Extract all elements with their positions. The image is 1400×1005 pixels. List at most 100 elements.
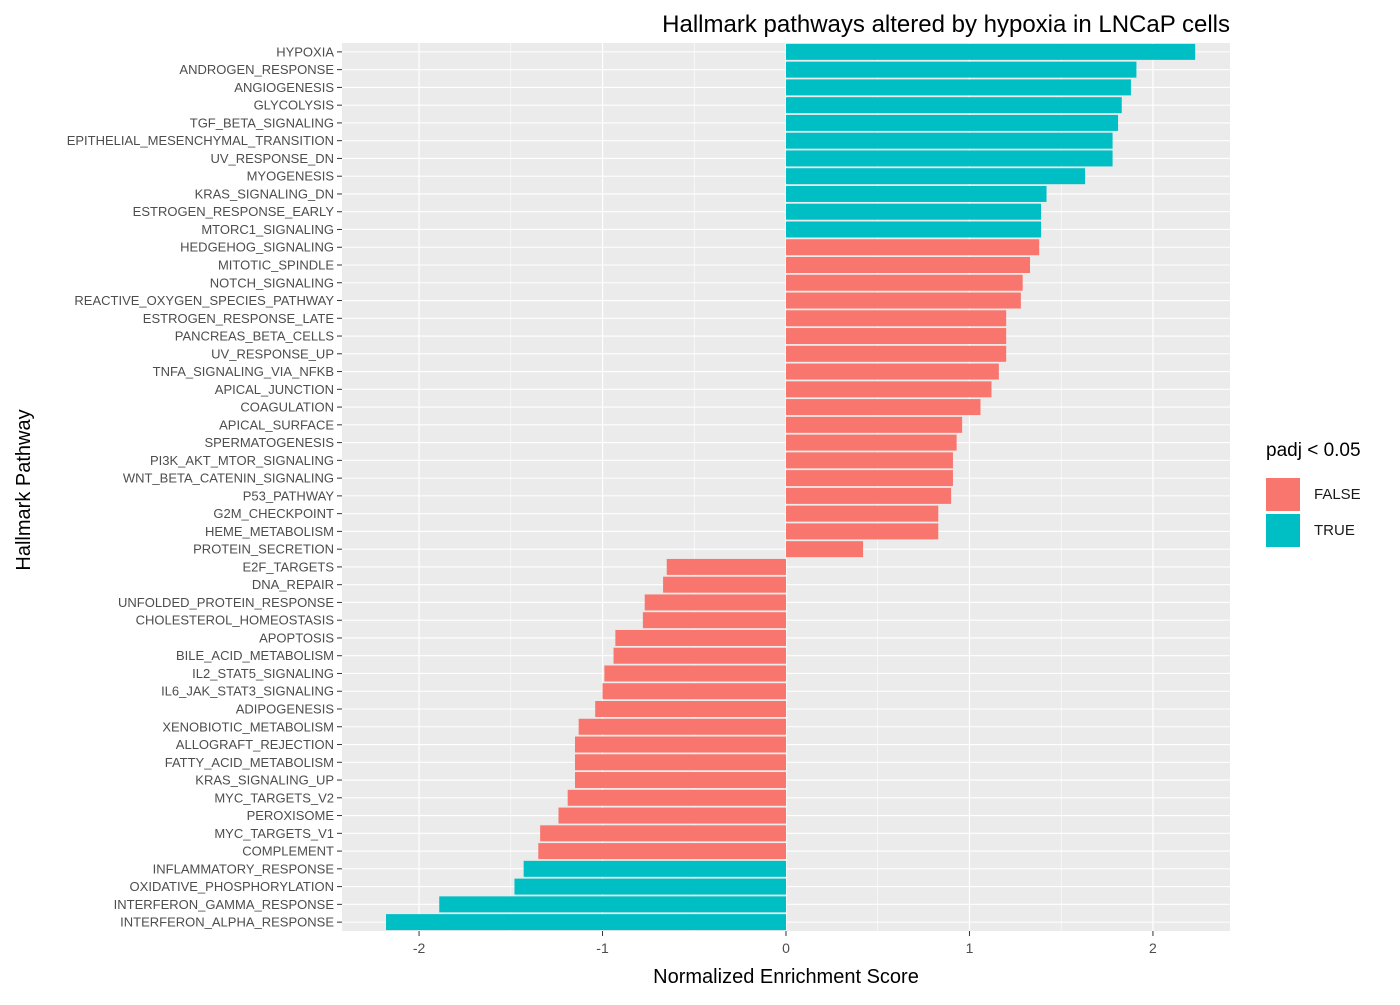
y-tick-label: DNA_REPAIR — [252, 577, 334, 592]
y-tick-label: MITOTIC_SPINDLE — [218, 258, 334, 273]
y-tick-label: ANDROGEN_RESPONSE — [179, 62, 334, 77]
bar-e2f-targets — [666, 558, 786, 575]
y-tick-label: REACTIVE_OXYGEN_SPECIES_PATHWAY — [74, 293, 334, 308]
bar-interferon-alpha-response — [386, 914, 786, 931]
chart-title: Hallmark pathways altered by hypoxia in … — [662, 11, 1230, 38]
y-tick-label: IL2_STAT5_SIGNALING — [192, 666, 334, 681]
legend-key-false — [1266, 477, 1300, 511]
y-tick-label: CHOLESTEROL_HOMEOSTASIS — [136, 613, 335, 628]
bar-allograft-rejection — [575, 736, 786, 753]
legend-label-false: FALSE — [1314, 485, 1361, 503]
bar-tgf-beta-signaling — [786, 114, 1119, 131]
bar-myogenesis — [786, 168, 1086, 185]
bar-wnt-beta-catenin-signaling — [786, 470, 953, 487]
bar-angiogenesis — [786, 79, 1131, 96]
bar-notch-signaling — [786, 274, 1023, 291]
bar-uv-response-up — [786, 345, 1007, 362]
bar-cholesterol-homeostasis — [642, 612, 786, 629]
y-tick-label: ESTROGEN_RESPONSE_LATE — [143, 311, 335, 326]
x-tick-label: 2 — [1149, 940, 1157, 956]
bar-interferon-gamma-response — [439, 896, 786, 913]
legend-item-false: FALSE — [1266, 476, 1361, 512]
y-tick-label: TGF_BETA_SIGNALING — [190, 115, 334, 130]
bar-estrogen-response-late — [786, 310, 1007, 327]
x-axis-ticks: -2 -1 0 1 2 — [413, 931, 1157, 956]
bar-il2-stat5-signaling — [604, 665, 786, 682]
legend-title: padj < 0.05 — [1266, 440, 1361, 461]
y-tick-label: PANCREAS_BETA_CELLS — [175, 329, 335, 344]
bar-dna-repair — [663, 576, 786, 593]
y-tick-label: FATTY_ACID_METABOLISM — [165, 755, 334, 770]
bar-apical-junction — [786, 381, 992, 398]
y-tick-label: APICAL_JUNCTION — [215, 382, 334, 397]
legend-label-true: TRUE — [1314, 521, 1355, 539]
y-tick-label: ANGIOGENESIS — [234, 80, 334, 95]
y-tick-label: PEROXISOME — [247, 808, 335, 823]
legend-item-true: TRUE — [1266, 512, 1361, 548]
y-tick-label: COMPLEMENT — [242, 844, 334, 859]
bar-il6-jak-stat3-signaling — [602, 683, 786, 700]
bar-peroxisome — [558, 807, 786, 824]
bar-protein-secretion — [786, 541, 864, 558]
y-tick-label: IL6_JAK_STAT3_SIGNALING — [161, 684, 334, 699]
y-tick-label: NOTCH_SIGNALING — [210, 275, 334, 290]
y-tick-label: UV_RESPONSE_DN — [210, 151, 334, 166]
bar-fatty-acid-metabolism — [575, 754, 786, 771]
y-tick-label: ALLOGRAFT_REJECTION — [176, 737, 334, 752]
y-tick-label: HEDGEHOG_SIGNALING — [180, 240, 334, 255]
y-tick-label: MYC_TARGETS_V2 — [214, 790, 334, 805]
bar-spermatogenesis — [786, 434, 957, 451]
bar-bile-acid-metabolism — [613, 647, 786, 664]
bar-apical-surface — [786, 416, 963, 433]
y-tick-label: INTERFERON_ALPHA_RESPONSE — [120, 915, 334, 930]
bar-pi3k-akt-mtor-signaling — [786, 452, 953, 469]
bar-glycolysis — [786, 97, 1122, 114]
bar-hedgehog-signaling — [786, 239, 1040, 256]
y-tick-label: BILE_ACID_METABOLISM — [176, 648, 334, 663]
legend-key-true — [1266, 513, 1300, 547]
bar-kras-signaling-up — [575, 772, 786, 789]
bar-kras-signaling-dn — [786, 185, 1047, 202]
y-tick-label: SPERMATOGENESIS — [204, 435, 334, 450]
bar-androgen-response — [786, 61, 1137, 78]
y-tick-label: MYOGENESIS — [247, 169, 335, 184]
y-tick-label: PROTEIN_SECRETION — [193, 542, 334, 557]
y-tick-label: ESTROGEN_RESPONSE_EARLY — [133, 204, 335, 219]
y-tick-label: INFLAMMATORY_RESPONSE — [153, 861, 335, 876]
bar-mitotic-spindle — [786, 257, 1031, 273]
y-tick-label: UV_RESPONSE_UP — [211, 346, 334, 361]
bar-tnfa-signaling-via-nfkb — [786, 363, 999, 380]
bar-unfolded-protein-response — [644, 594, 786, 611]
x-tick-label: -1 — [596, 940, 609, 956]
bar-estrogen-response-early — [786, 203, 1042, 220]
y-tick-label: MYC_TARGETS_V1 — [214, 826, 334, 841]
y-tick-label: COAGULATION — [240, 400, 334, 415]
x-axis-label: Normalized Enrichment Score — [653, 966, 919, 988]
y-tick-label: HEME_METABOLISM — [205, 524, 334, 539]
y-tick-label: EPITHELIAL_MESENCHYMAL_TRANSITION — [67, 133, 334, 148]
y-axis-ticks: HYPOXIA ANDROGEN_RESPONSE ANGIOGENESIS GLYC… — [67, 44, 342, 930]
y-tick-label: APOPTOSIS — [259, 630, 334, 645]
y-tick-label: INTERFERON_GAMMA_RESPONSE — [114, 897, 335, 912]
bar-xenobiotic-metabolism — [578, 718, 786, 735]
x-tick-label: 1 — [966, 940, 974, 956]
bar-g2m-checkpoint — [786, 505, 939, 522]
x-tick-label: 0 — [782, 940, 790, 956]
y-tick-label: GLYCOLYSIS — [254, 98, 335, 113]
bar-hypoxia — [786, 43, 1196, 60]
y-tick-label: G2M_CHECKPOINT — [213, 506, 334, 521]
y-tick-label: XENOBIOTIC_METABOLISM — [162, 719, 334, 734]
y-tick-label: HYPOXIA — [276, 44, 334, 59]
bar-uv-response-dn — [786, 150, 1113, 167]
bar-p53-pathway — [786, 487, 952, 504]
x-tick-label: -2 — [413, 940, 426, 956]
bar-oxidative-phosphorylation — [514, 878, 786, 895]
bar-inflammatory-response — [523, 860, 786, 877]
y-tick-label: E2F_TARGETS — [242, 559, 334, 574]
bar-heme-metabolism — [786, 523, 939, 540]
bar-apoptosis — [615, 629, 786, 646]
legend: padj < 0.05 FALSE TRUE — [1266, 440, 1361, 548]
y-tick-label: WNT_BETA_CATENIN_SIGNALING — [123, 471, 334, 486]
